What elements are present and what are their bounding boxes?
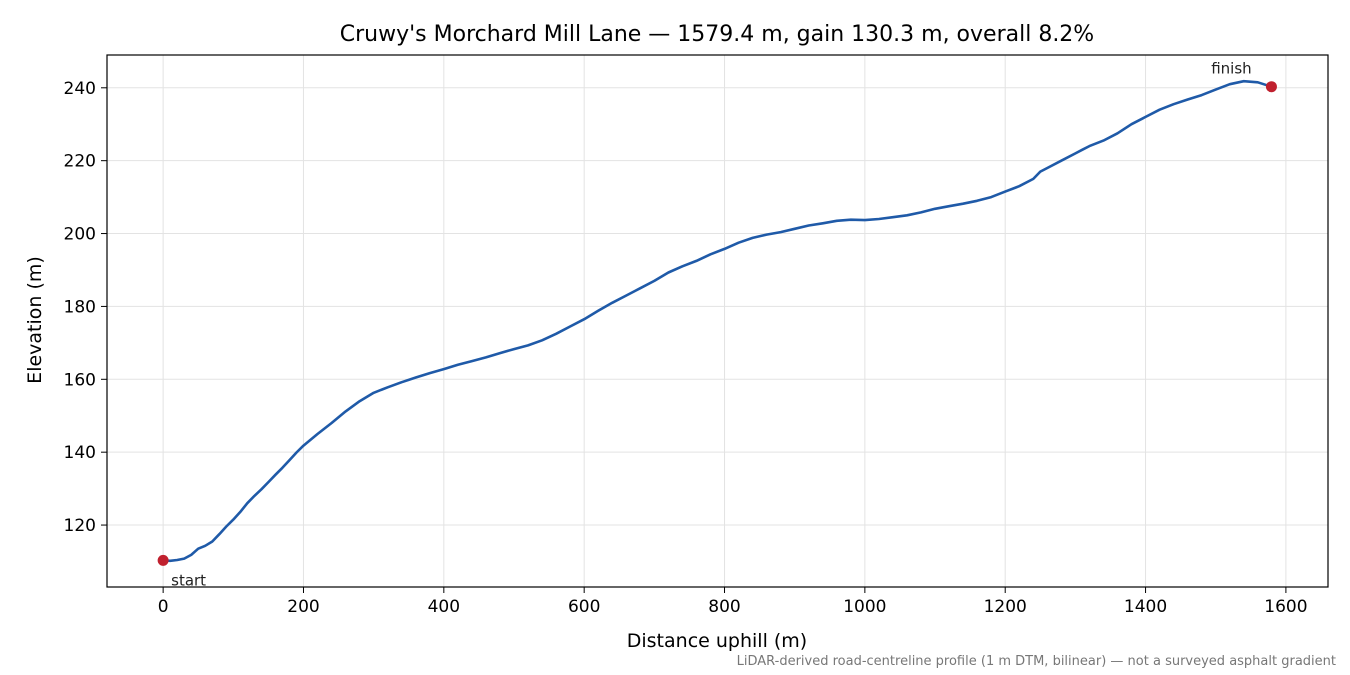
x-tick-label: 0 <box>158 597 169 617</box>
x-tick-label: 200 <box>287 597 319 617</box>
y-tick-label: 220 <box>64 152 96 172</box>
x-axis-label: Distance uphill (m) <box>627 630 807 652</box>
start-marker <box>157 554 169 566</box>
x-tick-label: 800 <box>708 597 740 617</box>
markers-layer <box>157 81 1277 566</box>
start-annotation: start <box>171 571 206 589</box>
y-tick-label: 160 <box>64 370 96 390</box>
x-tick-label: 600 <box>568 597 600 617</box>
x-tick-label: 1200 <box>984 597 1027 617</box>
y-tick-label: 120 <box>64 516 96 536</box>
elevation-profile-line <box>161 79 1273 563</box>
chart-title: Cruwy's Morchard Mill Lane — 1579.4 m, g… <box>340 22 1094 47</box>
finish-annotation: finish <box>1211 60 1251 78</box>
series-layer <box>161 79 1273 563</box>
x-axis-ticks: 0 200 400 600 800 1000 1200 1400 1600 <box>158 587 1308 617</box>
y-tick-label: 180 <box>64 297 96 317</box>
plot-frame <box>106 54 1329 588</box>
x-tick-label: 400 <box>428 597 460 617</box>
x-tick-label: 1600 <box>1264 597 1307 617</box>
finish-marker <box>1265 81 1277 93</box>
y-tick-label: 240 <box>64 79 96 99</box>
x-tick-label: 1400 <box>1124 597 1167 617</box>
y-tick-label: 200 <box>64 225 96 245</box>
chart-caption: LiDAR-derived road-centreline profile (1… <box>737 654 1336 669</box>
y-axis-ticks: 120 140 160 180 200 220 240 <box>64 79 107 536</box>
y-tick-label: 140 <box>64 443 96 463</box>
grid <box>107 55 1328 587</box>
y-axis-label: Elevation (m) <box>24 256 46 384</box>
x-tick-label: 1000 <box>843 597 886 617</box>
